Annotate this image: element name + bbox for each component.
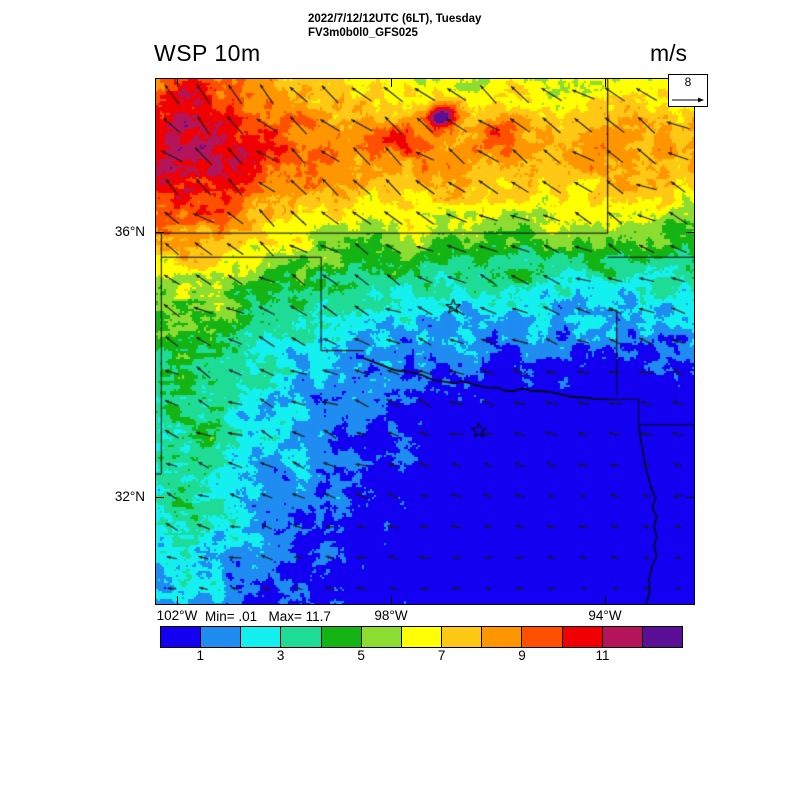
longitude-tick-label: 98°W bbox=[374, 608, 408, 623]
colorbar-tick-label: 9 bbox=[518, 648, 526, 663]
colorbar-swatch bbox=[401, 627, 443, 647]
colorbar-swatch bbox=[442, 627, 483, 647]
colorbar-swatch bbox=[482, 627, 523, 647]
colorbar-swatch bbox=[361, 627, 402, 647]
longitude-tick-mark bbox=[177, 78, 178, 87]
latitude-tick-label: 36°N bbox=[114, 224, 145, 239]
longitude-tick-mark bbox=[391, 596, 392, 605]
colorbar-swatch bbox=[562, 627, 603, 647]
statistics-label: Min= .01 Max= 11.7 bbox=[205, 609, 331, 624]
colorbar-swatch bbox=[201, 627, 242, 647]
latitude-tick-label: 32°N bbox=[114, 489, 145, 504]
colorbar-tick-label: 7 bbox=[437, 648, 446, 663]
longitude-tick-label: 94°W bbox=[588, 608, 622, 623]
right-arrow-icon bbox=[672, 97, 704, 103]
latitude-tick-mark bbox=[155, 232, 164, 233]
forecast-datetime: 2022/7/12/12UTC (6LT), Tuesday bbox=[308, 13, 482, 25]
longitude-tick-mark bbox=[391, 78, 392, 87]
model-name: FV3m0b0l0_GFS025 bbox=[308, 26, 418, 39]
colorbar-swatch bbox=[642, 627, 683, 647]
longitude-tick-mark bbox=[605, 596, 606, 605]
longitude-tick-mark bbox=[605, 78, 606, 87]
vector-key-value: 8 bbox=[684, 75, 692, 89]
units-label: m/s bbox=[650, 40, 688, 66]
colorbar-tick-label: 11 bbox=[595, 648, 610, 663]
colorbar-tick-label: 3 bbox=[276, 648, 285, 663]
colorbar-swatch bbox=[241, 627, 282, 647]
latitude-tick-mark bbox=[686, 232, 695, 233]
colorbar-tick-label: 5 bbox=[357, 648, 365, 663]
header-title-block: 2022/7/12/12UTC (6LT), Tuesday FV3m0b0l0… bbox=[308, 13, 708, 40]
map-plot-area bbox=[155, 78, 695, 605]
colorbar-tick-labels: 1 3 5 7 9 11 bbox=[160, 648, 683, 666]
longitude-tick-label: 102°W bbox=[156, 608, 198, 623]
colorbar-swatch bbox=[161, 627, 202, 647]
colorbar-swatch bbox=[522, 627, 563, 647]
longitude-tick-mark bbox=[177, 596, 178, 605]
colorbar-tick-label: 1 bbox=[196, 648, 204, 663]
min-value-label: Min= .01 bbox=[205, 609, 258, 624]
map-overlay-canvas bbox=[156, 79, 694, 604]
colorbar-swatch bbox=[602, 627, 643, 647]
colorbar bbox=[160, 626, 683, 648]
colorbar-swatch bbox=[321, 627, 362, 647]
colorbar-swatch bbox=[281, 627, 322, 647]
latitude-tick-mark bbox=[686, 497, 695, 498]
max-value-label: Max= 11.7 bbox=[268, 609, 331, 624]
latitude-tick-mark bbox=[155, 497, 164, 498]
page-title: WSP 10m bbox=[154, 40, 261, 66]
wind-vector-key: 8 bbox=[668, 74, 708, 107]
